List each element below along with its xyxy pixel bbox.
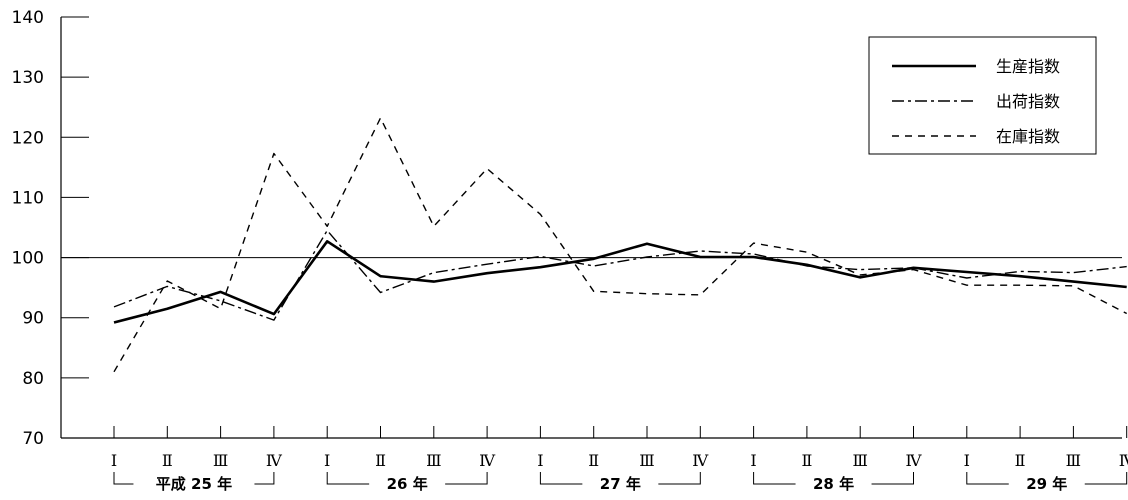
year-label: 27 年 — [600, 475, 641, 493]
year-bracket-left — [113, 472, 134, 485]
x-quarter-label: Ⅱ — [588, 451, 599, 470]
year-bracket-right — [658, 472, 701, 485]
year-brackets: 平成 25 年 26 年 27 年 28 年 29 年 — [113, 472, 1128, 493]
year-label: 29 年 — [1026, 475, 1067, 493]
year-bracket-right — [445, 472, 488, 485]
x-quarter-label: Ⅰ — [324, 451, 330, 470]
year-label: 26 年 — [387, 475, 428, 493]
x-quarter-label: Ⅳ — [692, 451, 709, 470]
x-quarter-label: Ⅰ — [537, 451, 543, 470]
x-quarter-label: Ⅲ — [213, 451, 228, 470]
x-quarter-label: Ⅱ — [801, 451, 812, 470]
y-tick-label: 70 — [22, 429, 44, 449]
x-quarter-label: Ⅱ — [375, 451, 386, 470]
legend-label: 生産指数 — [996, 57, 1060, 76]
y-tick-label: 90 — [22, 309, 44, 329]
x-quarter-label: Ⅱ — [1015, 451, 1026, 470]
series-line-2 — [113, 229, 1127, 321]
x-quarter-label: Ⅳ — [906, 451, 923, 470]
year-bracket-left — [753, 472, 796, 485]
legend-box — [868, 36, 1097, 155]
x-quarter-label: Ⅳ — [479, 451, 496, 470]
y-tick-label: 140 — [12, 8, 44, 28]
x-quarter-label: Ⅲ — [639, 451, 654, 470]
year-label: 28 年 — [813, 475, 854, 493]
x-quarter-label: Ⅰ — [111, 451, 117, 470]
series-line-1 — [113, 240, 1127, 324]
legend-label: 出荷指数 — [996, 92, 1060, 111]
year-bracket-right — [1084, 472, 1128, 485]
y-tick-label: 130 — [12, 68, 44, 88]
y-tick-label: 120 — [12, 128, 44, 148]
series-line-3 — [113, 117, 1128, 373]
y-tick-label: 100 — [12, 249, 44, 269]
series-lines — [113, 117, 1128, 373]
y-axis-ticks: 70 80 90 100 110 120 130 140 — [12, 8, 89, 449]
y-tick-label: 110 — [12, 188, 44, 208]
year-bracket-left — [966, 472, 1009, 485]
year-bracket-right — [871, 472, 914, 485]
year-bracket-left — [539, 472, 583, 485]
x-quarter-label: Ⅱ — [162, 451, 173, 470]
y-tick-label: 80 — [22, 369, 44, 389]
legend-label: 在庫指数 — [996, 127, 1060, 146]
year-bracket-right — [254, 472, 275, 485]
x-quarter-label: Ⅲ — [426, 451, 441, 470]
x-quarter-label: Ⅳ — [1119, 451, 1128, 470]
year-bracket-left — [326, 472, 370, 485]
year-label: 平成 25 年 — [156, 475, 232, 493]
x-quarter-label: Ⅰ — [750, 451, 756, 470]
x-quarter-label: Ⅳ — [266, 451, 283, 470]
x-axis-quarter-ticks: Ⅰ Ⅱ Ⅲ Ⅳ Ⅰ Ⅱ Ⅲ Ⅳ Ⅰ Ⅱ Ⅲ Ⅳ Ⅰ Ⅱ Ⅲ Ⅳ Ⅰ Ⅱ Ⅲ Ⅳ — [111, 426, 1128, 470]
x-quarter-label: Ⅰ — [964, 451, 970, 470]
x-quarter-label: Ⅲ — [1066, 451, 1081, 470]
x-quarter-label: Ⅲ — [852, 451, 867, 470]
